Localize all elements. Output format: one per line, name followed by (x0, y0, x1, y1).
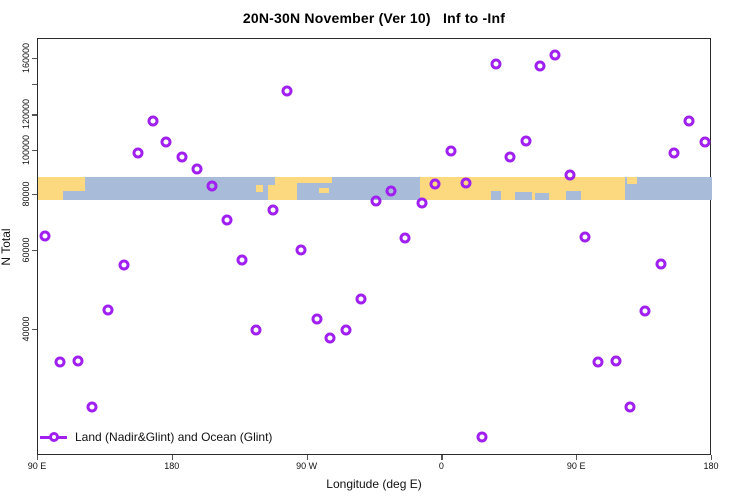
data-point (624, 401, 636, 413)
y-axis-title: N Total (0, 228, 13, 266)
data-point (176, 151, 188, 163)
legend-line-sample (40, 432, 67, 442)
y-tick (32, 329, 37, 331)
map-strip-ocean-notch (268, 176, 276, 185)
data-point (370, 195, 382, 207)
map-strip-land-segment (627, 176, 638, 184)
data-point (236, 254, 248, 266)
data-point (191, 163, 202, 175)
x-tick-label: 180 (703, 461, 719, 471)
legend: Land (Nadir&Glint) and Ocean (Glint) (40, 430, 272, 444)
data-point (592, 356, 604, 368)
x-tick-label: 0 (438, 461, 444, 471)
data-point (311, 313, 323, 325)
data-point (668, 147, 680, 159)
data-point (460, 177, 472, 189)
data-point (340, 324, 351, 336)
x-tick (576, 455, 578, 460)
data-point (416, 197, 428, 209)
data-point (72, 355, 84, 367)
data-point (295, 244, 307, 255)
data-point (655, 258, 666, 270)
legend-label: Land (Nadir&Glint) and Ocean (Glint) (75, 430, 273, 444)
y-tick-label: 60000 (21, 237, 31, 263)
y-tick-label: 160000 (21, 43, 31, 74)
x-tick (711, 455, 713, 460)
data-point (699, 136, 710, 148)
x-tick (306, 455, 308, 460)
x-tick (171, 455, 173, 460)
map-strip-land-segment (297, 176, 333, 184)
y-tick-label: 80000 (21, 181, 31, 207)
x-tick (441, 455, 443, 460)
data-point (445, 145, 457, 157)
x-tick-label: 90 E (566, 461, 586, 471)
data-point (86, 401, 98, 413)
map-strip-land-segment (255, 184, 263, 192)
data-point (102, 304, 114, 316)
y-tick (32, 249, 37, 251)
data-point (267, 204, 279, 216)
x-tick-label: 90 E (27, 461, 47, 471)
data-point (520, 135, 532, 147)
map-strip-land-segment (268, 176, 298, 200)
y-tick-label: 100000 (21, 134, 31, 166)
map-strip-ocean-notch (535, 192, 550, 200)
data-point (206, 180, 218, 192)
data-point (399, 232, 411, 244)
data-point (160, 136, 172, 148)
map-strip-ocean-notch (566, 190, 582, 200)
data-point (54, 356, 66, 368)
y-tick-label: 40000 (21, 316, 31, 342)
data-point (39, 230, 51, 242)
data-point (324, 332, 336, 343)
data-point (147, 115, 159, 127)
data-point (564, 169, 576, 181)
data-point (490, 58, 502, 70)
data-point (355, 293, 366, 305)
map-strip-ocean-notch (491, 190, 502, 200)
x-axis-title: Longitude (deg E) (326, 477, 422, 491)
y-tick-label: 120000 (21, 99, 31, 130)
y-tick (32, 58, 37, 60)
data-point (639, 305, 651, 317)
y-tick (32, 193, 37, 195)
data-point (549, 49, 561, 61)
data-point (504, 151, 516, 163)
legend-marker-icon (48, 432, 59, 442)
x-tick-label: 180 (164, 461, 180, 471)
plot-area: Land (Nadir&Glint) and Ocean (Glint) (37, 38, 712, 455)
y-tick (32, 150, 37, 152)
x-tick (37, 455, 39, 460)
data-point (476, 431, 488, 442)
data-point (281, 85, 293, 97)
data-point (610, 355, 621, 367)
y-tick (32, 84, 37, 86)
map-strip-ocean-notch (515, 191, 533, 200)
data-point (534, 60, 546, 72)
data-point (118, 259, 130, 271)
data-point (132, 147, 144, 159)
data-point (221, 214, 233, 226)
data-point (429, 178, 441, 190)
data-point (683, 115, 695, 127)
map-strip-ocean-notch (63, 191, 85, 200)
data-point (250, 324, 261, 336)
data-point (579, 231, 591, 243)
x-tick-label: 90 W (296, 461, 318, 471)
y-tick (32, 114, 37, 116)
chart-title: 20N-30N November (Ver 10) Inf to -Inf (242, 10, 506, 26)
map-strip-land-segment (318, 188, 330, 194)
data-point (385, 185, 397, 197)
